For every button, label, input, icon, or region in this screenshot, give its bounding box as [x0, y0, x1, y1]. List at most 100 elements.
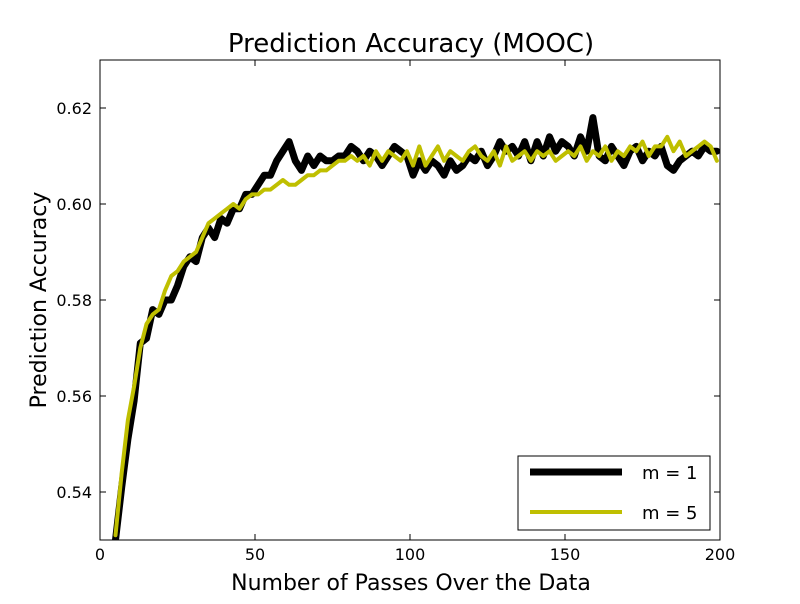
data-point	[610, 145, 613, 147]
data-point	[350, 155, 352, 157]
data-point	[406, 150, 408, 152]
legend-box	[517, 455, 711, 531]
data-point	[542, 155, 544, 157]
data-point	[480, 150, 482, 152]
data-point	[530, 160, 532, 162]
data-point	[685, 155, 687, 157]
legend-label: m = 1	[642, 463, 698, 484]
x-tick-label: 0	[95, 545, 105, 564]
data-point	[703, 141, 706, 143]
data-point	[418, 145, 420, 147]
data-point	[468, 150, 470, 152]
data-point	[201, 237, 203, 239]
data-point	[635, 150, 637, 152]
data-point	[294, 184, 296, 186]
data-point	[400, 150, 402, 152]
data-point	[449, 150, 451, 152]
data-point	[586, 160, 588, 162]
data-point	[536, 150, 538, 152]
data-point	[654, 155, 656, 157]
data-point	[282, 150, 284, 152]
data-point	[393, 145, 396, 147]
legend: m = 1 m = 5	[517, 455, 711, 531]
data-point	[232, 203, 234, 205]
data-point	[356, 150, 358, 152]
data-point	[325, 160, 327, 162]
data-point	[555, 150, 557, 152]
data-point	[623, 165, 625, 167]
data-point	[269, 189, 272, 191]
data-point	[393, 155, 396, 157]
data-point	[679, 160, 681, 162]
data-point	[313, 174, 315, 176]
data-point	[251, 193, 253, 195]
data-point	[499, 141, 501, 143]
data-point	[220, 217, 222, 219]
data-point	[288, 184, 290, 186]
data-point	[455, 169, 458, 171]
data-point	[170, 299, 172, 301]
data-point	[548, 150, 551, 152]
data-point	[344, 160, 346, 162]
data-point	[245, 198, 247, 200]
data-point	[114, 534, 117, 536]
data-point	[307, 174, 309, 176]
data-point	[629, 150, 631, 152]
data-point	[505, 145, 507, 147]
y-tick-label: 0.62	[56, 99, 92, 118]
data-point	[257, 184, 259, 186]
x-tick-label: 200	[705, 545, 736, 564]
data-point	[573, 155, 575, 157]
data-point	[276, 184, 278, 186]
data-point	[288, 141, 290, 143]
data-point	[387, 150, 389, 152]
data-point	[623, 155, 625, 157]
data-point	[486, 165, 489, 167]
data-point	[369, 165, 371, 167]
data-point	[238, 208, 241, 210]
data-point	[164, 299, 166, 301]
data-point	[412, 165, 414, 167]
data-point	[344, 155, 346, 157]
data-point	[474, 145, 476, 147]
data-point	[579, 136, 582, 138]
data-point	[648, 155, 650, 157]
legend-label: m = 5	[642, 503, 698, 524]
data-point	[269, 174, 272, 176]
data-point	[350, 145, 352, 147]
data-point	[524, 141, 526, 143]
data-point	[276, 160, 278, 162]
plot-frame	[99, 59, 721, 541]
data-point	[654, 145, 656, 147]
data-point	[170, 275, 172, 277]
data-point	[133, 385, 135, 387]
data-point	[207, 222, 210, 224]
data-point	[164, 289, 166, 291]
series-2	[113, 134, 719, 538]
data-point	[598, 155, 600, 157]
data-point	[437, 145, 439, 147]
data-point	[300, 179, 303, 181]
data-point	[214, 237, 216, 239]
data-point	[462, 165, 464, 167]
x-tick-label: 150	[550, 545, 581, 564]
y-axis-label: Prediction Accuracy	[27, 192, 52, 409]
data-point	[536, 141, 538, 143]
data-point	[666, 136, 668, 138]
data-point	[176, 270, 179, 272]
data-point	[716, 150, 718, 152]
data-point	[375, 150, 377, 152]
data-point	[468, 155, 470, 157]
data-point	[641, 141, 644, 143]
data-point	[610, 160, 613, 162]
data-point	[133, 400, 135, 402]
chart-title: Prediction Accuracy (MOOC)	[228, 29, 594, 59]
data-point	[294, 160, 296, 162]
data-point	[666, 165, 668, 167]
data-point	[480, 155, 482, 157]
data-point	[282, 179, 284, 181]
data-point	[449, 160, 451, 162]
data-point	[319, 155, 321, 157]
